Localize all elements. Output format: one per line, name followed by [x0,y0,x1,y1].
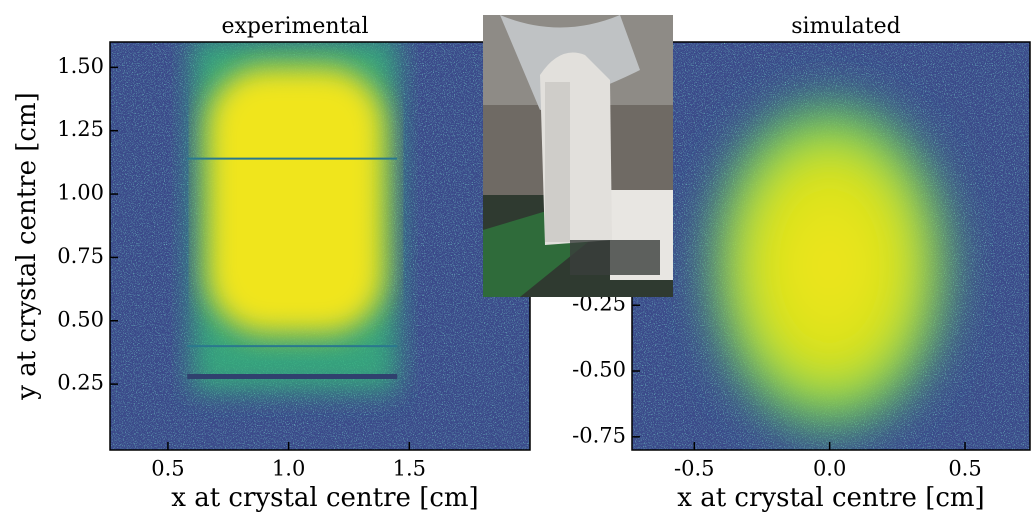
heatmap [110,42,530,450]
x-tick-label: -0.5 [674,457,715,481]
y-tick-label: 0.50 [57,307,104,331]
y-tick-label: -0.50 [572,358,626,382]
inset-photo [483,15,673,297]
x-tick-label: 0.5 [151,457,184,481]
x-tick-label: 0.0 [813,457,846,481]
heatmap [632,42,1030,450]
y-tick-label: 1.25 [57,117,104,141]
plot-title: simulated [791,14,900,39]
y-tick-label: -0.75 [572,423,626,447]
y-tick-label: 0.25 [57,371,104,395]
y-axis-label: y at crystal centre [cm] [12,92,42,400]
density-core [206,67,386,334]
y-tick-label: 1.00 [57,181,104,205]
x-tick-label: 1.0 [272,457,305,481]
y-tick-label: 0.75 [57,244,104,268]
x-axis-label: x at crystal centre [cm] [171,483,478,513]
x-tick-label: 1.5 [393,457,426,481]
x-tick-label: 0.5 [948,457,981,481]
plot-title: experimental [221,14,368,39]
x-axis-label: x at crystal centre [cm] [677,483,984,513]
y-tick-label: 1.50 [57,54,104,78]
density-core [694,81,966,450]
